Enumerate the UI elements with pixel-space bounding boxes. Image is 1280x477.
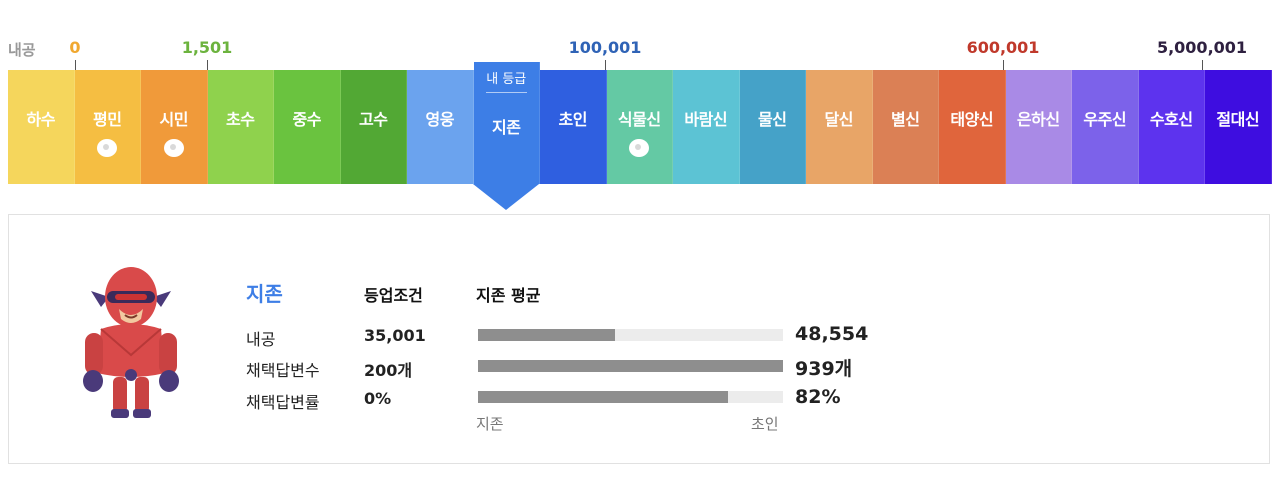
grade-13: 별신	[872, 70, 939, 184]
grade-name: 달신	[824, 110, 854, 129]
bar-axis-start: 지존	[476, 415, 504, 433]
threshold-5000001: 5,000,001	[1156, 38, 1248, 57]
threshold-tick	[605, 60, 606, 70]
grade-name: 시민	[159, 110, 189, 129]
threshold-0: 0	[69, 38, 81, 57]
grade-9: 식물신	[606, 70, 673, 184]
current-grade-name: 지존	[246, 282, 283, 306]
grade-6: 영웅	[407, 70, 474, 184]
grade-15: 은하신	[1005, 70, 1072, 184]
grade-name: 태양신	[950, 110, 994, 129]
grade-1: 평민	[74, 70, 141, 184]
seed-icon	[163, 139, 184, 157]
grade-16: 우주신	[1072, 70, 1139, 184]
grade-17: 수호신	[1138, 70, 1205, 184]
grade-8: 초인	[540, 70, 607, 184]
average-accepted-rate: 82%	[795, 386, 841, 408]
grade-name: 하수	[26, 110, 56, 129]
row-label-naegong: 내공	[246, 330, 276, 349]
threshold-tick	[75, 60, 76, 70]
grade-name: 평민	[93, 110, 122, 129]
threshold-axis-label: 내공	[8, 41, 36, 59]
grade-name: 식물신	[617, 110, 661, 129]
grade-10: 바람신	[673, 70, 740, 184]
grade-name: 별신	[891, 110, 920, 129]
seed-icon	[629, 139, 650, 157]
average-bar-naegong	[478, 329, 783, 341]
average-header: 지존 평균	[476, 286, 541, 305]
bar-axis-end: 초인	[751, 415, 779, 433]
threshold-axis: 내공 0 1,501 100,001 600,001 5,000,001	[0, 0, 1280, 70]
grade-14: 태양신	[939, 70, 1006, 184]
grade-name: 물신	[758, 110, 787, 129]
grade-name: 우주신	[1083, 110, 1127, 129]
threshold-600001: 600,001	[966, 38, 1040, 57]
grade-12: 달신	[806, 70, 873, 184]
current-grade-pointer	[473, 184, 539, 210]
grade-name: 바람신	[684, 110, 728, 129]
row-label-accepted-rate: 채택답변률	[246, 393, 320, 412]
grade-name: 지존	[492, 118, 521, 137]
threshold-tick	[207, 60, 208, 70]
threshold-1501: 1,501	[181, 38, 233, 57]
seed-icon	[97, 139, 118, 157]
grade-name: 초인	[558, 110, 588, 129]
requirement-accepted-rate: 0%	[364, 389, 392, 408]
grade-detail-panel: 지존 등업조건 지존 평균 내공 35,001 48,554 채택답변수 200…	[8, 214, 1270, 464]
grade-name: 절대신	[1216, 110, 1260, 129]
grade-4: 중수	[274, 70, 341, 184]
threshold-100001: 100,001	[568, 38, 642, 57]
threshold-tick	[1202, 60, 1203, 70]
requirement-header: 등업조건	[364, 286, 423, 305]
grade-name: 중수	[292, 110, 322, 129]
grade-name: 은하신	[1016, 110, 1060, 129]
row-label-accepted-count: 채택답변수	[246, 361, 320, 380]
grade-name: 수호신	[1149, 110, 1193, 129]
grade-name: 영웅	[425, 110, 455, 129]
average-bar-fill	[478, 391, 729, 403]
grade-name: 초수	[226, 110, 255, 129]
grade-18: 절대신	[1205, 70, 1272, 184]
average-bar-accepted-count	[478, 360, 783, 372]
requirement-accepted-count: 200개	[364, 361, 413, 380]
average-naegong: 48,554	[795, 323, 869, 345]
my-grade-label: 내 등급	[486, 72, 527, 87]
grade-3: 초수	[207, 70, 274, 184]
requirement-naegong: 35,001	[364, 326, 426, 345]
my-grade-divider	[485, 92, 527, 93]
grade-2: 시민	[141, 70, 208, 184]
threshold-tick	[1003, 60, 1004, 70]
average-bar-accepted-rate	[478, 391, 783, 403]
character-avatar	[83, 267, 179, 418]
grade-11: 물신	[739, 70, 806, 184]
grade-name: 고수	[359, 110, 388, 129]
average-bar-fill	[478, 360, 783, 372]
average-accepted-count: 939개	[795, 358, 853, 380]
average-bar-fill	[478, 329, 616, 341]
grade-5: 고수	[340, 70, 407, 184]
grade-0: 하수	[8, 70, 75, 184]
